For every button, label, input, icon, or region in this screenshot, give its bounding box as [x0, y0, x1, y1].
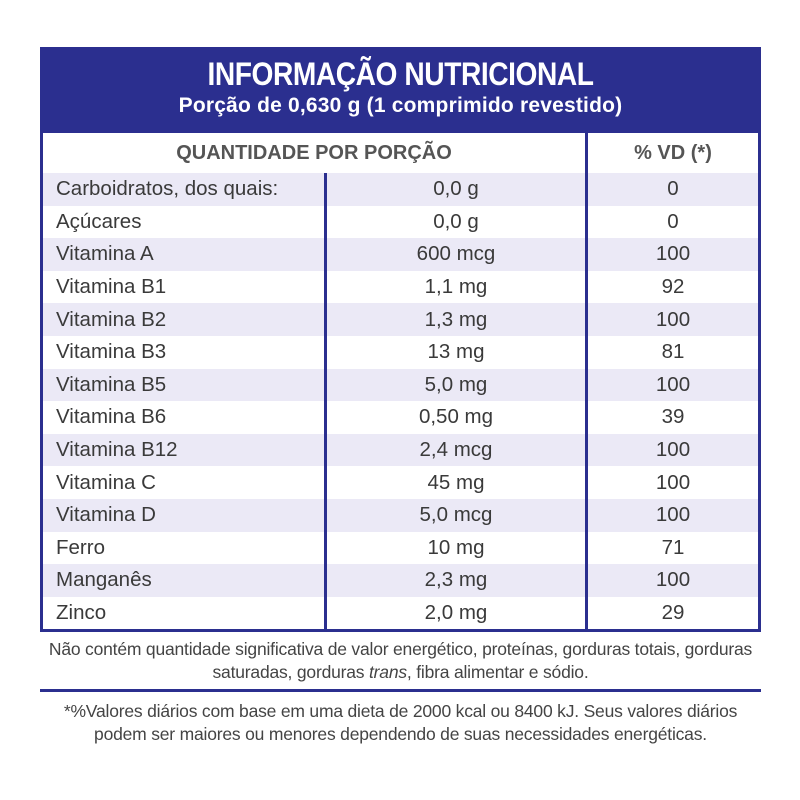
nutrient-name: Vitamina C	[56, 470, 156, 494]
nutrient-amount: 5,0 mcg	[324, 498, 585, 532]
nutrient-vd: 71	[585, 531, 758, 565]
nutrient-vd: 100	[585, 564, 758, 597]
table-row: Vitamina B2 1,3 mg 100	[43, 303, 758, 336]
nutrition-title: INFORMAÇÃO NUTRICIONAL	[207, 56, 594, 92]
column-header-quantity: QUANTIDADE POR PORÇÃO	[176, 141, 452, 164]
column-header-vd: % VD (*)	[585, 133, 758, 173]
nutrient-amount: 0,0 g	[324, 205, 585, 239]
nutrient-amount: 2,0 mg	[324, 596, 585, 630]
nutrient-vd: 29	[585, 596, 758, 630]
table-row: Vitamina B6 0,50 mg 39	[43, 401, 758, 434]
table-header-row: QUANTIDADE POR PORÇÃO % VD (*)	[43, 133, 758, 173]
table-row: Zinco 2,0 mg 29	[43, 596, 758, 630]
nutrient-amount: 1,3 mg	[324, 303, 585, 336]
nutrient-amount: 2,3 mg	[324, 564, 585, 597]
nutrient-vd: 100	[585, 466, 758, 499]
table-row: Vitamina B1 1,1 mg 92	[43, 270, 758, 304]
nutrient-name: Vitamina D	[56, 503, 156, 527]
nutrient-vd: 0	[585, 173, 758, 206]
table-row: Vitamina D 5,0 mcg 100	[43, 498, 758, 532]
nutrient-name: Vitamina B5	[56, 372, 167, 396]
nutrient-vd: 100	[585, 238, 758, 271]
nutrient-name: Açúcares	[56, 209, 142, 233]
table-row: Vitamina A 600 mcg 100	[43, 238, 758, 271]
nutrition-facts-panel: INFORMAÇÃO NUTRICIONAL Porção de 0,630 g…	[40, 47, 761, 746]
table-row: Vitamina B12 2,4 mcg 100	[43, 433, 758, 467]
nutrient-vd: 0	[585, 205, 758, 239]
nutrient-name: Vitamina B2	[56, 307, 167, 331]
nutrition-table: QUANTIDADE POR PORÇÃO % VD (*) Carboidra…	[40, 133, 761, 633]
table-row: Vitamina C 45 mg 100	[43, 466, 758, 499]
nutrient-amount: 5,0 mg	[324, 368, 585, 402]
table-row: Vitamina B5 5,0 mg 100	[43, 368, 758, 402]
nutrient-amount: 0,0 g	[324, 173, 585, 206]
daily-value-footnote: *%Valores diários com base em uma dieta …	[63, 701, 738, 745]
nutrient-name: Carboidratos, dos quais:	[56, 177, 279, 201]
nutrition-header: INFORMAÇÃO NUTRICIONAL Porção de 0,630 g…	[40, 47, 761, 133]
nutrient-vd: 100	[585, 303, 758, 336]
notes-section: Não contém quantidade significativa de v…	[40, 632, 761, 746]
nutrient-vd: 100	[585, 433, 758, 467]
table-row: Manganês 2,3 mg 100	[43, 564, 758, 597]
nutrient-vd: 81	[585, 335, 758, 369]
nutrient-name: Vitamina B6	[56, 405, 167, 429]
not-contain-note: Não contém quantidade significativa de v…	[40, 632, 761, 693]
nutrient-amount: 1,1 mg	[324, 270, 585, 304]
nutrient-vd: 100	[585, 368, 758, 402]
serving-size: Porção de 0,630 g (1 comprimido revestid…	[178, 94, 623, 117]
nutrient-name: Zinco	[56, 601, 107, 625]
nutrient-amount: 13 mg	[324, 335, 585, 369]
nutrient-name: Ferro	[56, 535, 105, 559]
nutrient-name: Vitamina B3	[56, 340, 167, 364]
trans-italic: trans	[369, 662, 407, 683]
nutrient-amount: 0,50 mg	[324, 401, 585, 434]
table-row: Vitamina B3 13 mg 81	[43, 335, 758, 369]
nutrient-name: Manganês	[56, 568, 152, 592]
nutrient-amount: 45 mg	[324, 466, 585, 499]
nutrient-name: Vitamina A	[56, 242, 154, 266]
nutrient-vd: 100	[585, 498, 758, 532]
nutrient-amount: 10 mg	[324, 531, 585, 565]
nutrient-amount: 2,4 mcg	[324, 433, 585, 467]
nutrient-amount: 600 mcg	[324, 238, 585, 271]
table-row: Ferro 10 mg 71	[43, 531, 758, 565]
nutrient-vd: 39	[585, 401, 758, 434]
nutrient-name: Vitamina B12	[56, 438, 178, 462]
nutrient-vd: 92	[585, 270, 758, 304]
nutrient-name: Vitamina B1	[56, 275, 167, 299]
